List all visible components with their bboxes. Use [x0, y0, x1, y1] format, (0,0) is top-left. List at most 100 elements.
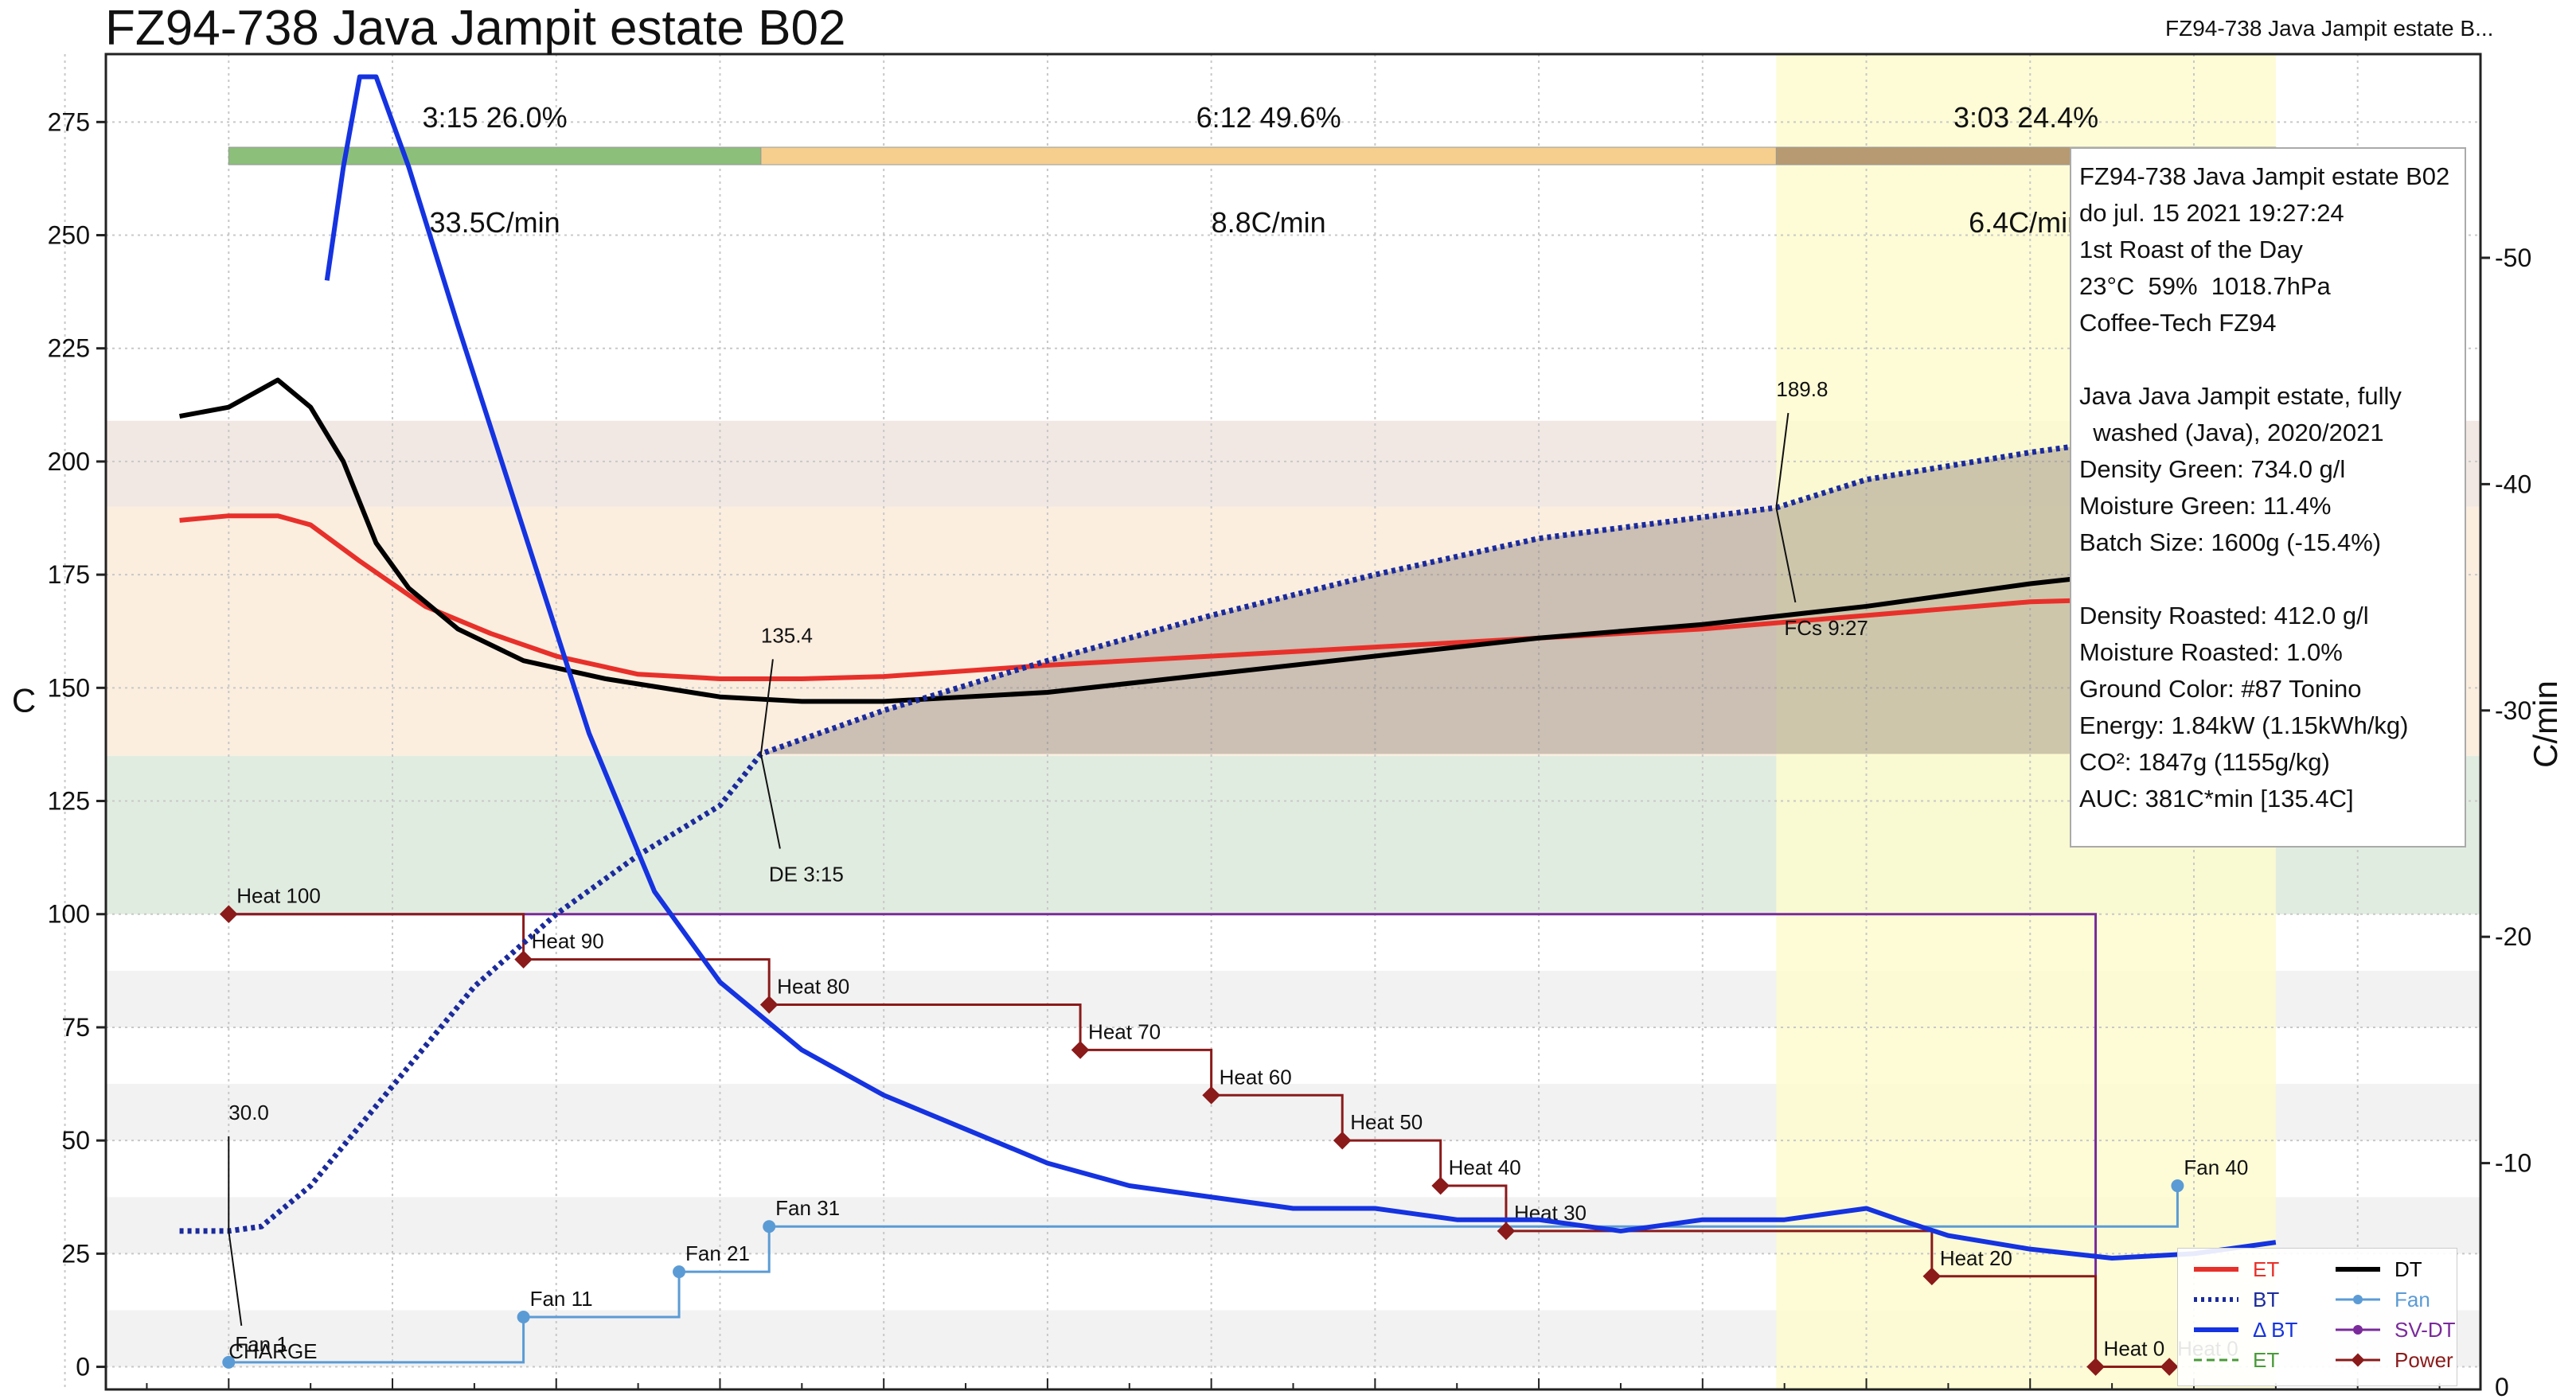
legend-swatch-power: [2336, 1353, 2380, 1367]
power-marker: [2160, 1358, 2179, 1376]
y-tick-label: 25: [61, 1239, 90, 1268]
y2-tick-label: 0: [2495, 1373, 2509, 1399]
info-line: CO²: 1847g (1155g/kg): [2079, 748, 2330, 776]
power-marker: [759, 996, 779, 1014]
info-line: Ground Color: #87 Tonino: [2079, 675, 2362, 703]
info-line: Batch Size: 1600g (-15.4%): [2079, 528, 2382, 556]
info-line: washed (Java), 2020/2021: [2079, 419, 2384, 446]
fan-label: Fan 40: [2184, 1155, 2248, 1179]
y-tick-label: 250: [48, 221, 90, 250]
phase-ror-1: 8.8C/min: [1212, 206, 1326, 239]
fan-marker: [763, 1220, 776, 1233]
y-tick-label: 0: [76, 1353, 90, 1381]
power-marker: [219, 905, 238, 924]
annotation-value: 135.4: [761, 623, 813, 647]
legend-entry-dt: DT: [2334, 1255, 2422, 1284]
power-label: Heat 90: [532, 929, 604, 953]
power-label: Heat 0: [2104, 1337, 2165, 1361]
legend-swatch-delta-bt: [2194, 1327, 2238, 1332]
info-line: Moisture Green: 11.4%: [2079, 492, 2332, 520]
power-marker: [1431, 1176, 1450, 1195]
chart-subtitle: FZ94-738 Java Jampit estate B...: [2165, 16, 2494, 41]
legend-entry-svdt: SV-DT: [2334, 1315, 2456, 1344]
legend-entry-et: ET: [2192, 1255, 2279, 1284]
y2-tick-label: -30: [2495, 696, 2531, 725]
power-label: Heat 100: [236, 884, 321, 908]
legend-label-fan: Fan: [2395, 1287, 2430, 1311]
power-label: Heat 40: [1449, 1155, 1521, 1179]
power-marker: [1497, 1222, 1516, 1241]
chart-title: FZ94-738 Java Jampit estate B02: [105, 1, 846, 56]
phase-label-2: 3:03 24.4%: [1953, 101, 2098, 134]
info-line: 23°C 59% 1018.7hPa: [2079, 272, 2331, 300]
y-tick-label: 100: [48, 900, 90, 929]
fan-label: Fan 21: [685, 1241, 750, 1265]
chart-legend: ET BT Δ BT ET DT Fan SV-DT Power: [2177, 1248, 2457, 1386]
fan-marker: [673, 1265, 686, 1279]
info-line: Density Roasted: 412.0 g/l: [2079, 602, 2369, 629]
legend-entry-et2: ET: [2192, 1346, 2279, 1374]
power-label: Heat 20: [1940, 1246, 2012, 1270]
svdt-line: [228, 913, 2098, 1367]
legend-label-et: ET: [2253, 1257, 2280, 1281]
power-label: Heat 70: [1088, 1019, 1161, 1043]
legend-label-delta-bt: Δ BT: [2253, 1317, 2298, 1342]
info-line: do jul. 15 2021 19:27:24: [2079, 199, 2344, 227]
phase-bar-1: [760, 146, 1777, 166]
legend-swatch-bt: [2194, 1297, 2238, 1302]
legend-swatch-fan: [2336, 1295, 2380, 1304]
legend-swatch-dt: [2336, 1267, 2380, 1272]
y-tick-label: 150: [48, 673, 90, 702]
info-line: Moisture Roasted: 1.0%: [2079, 638, 2343, 666]
y-tick-label: 125: [48, 787, 90, 816]
annotation-value: 30.0: [228, 1101, 269, 1124]
power-marker: [1922, 1267, 1942, 1286]
power-marker: [514, 950, 533, 968]
legend-label-dt: DT: [2395, 1257, 2422, 1281]
info-line: [2079, 561, 2465, 598]
legend-label-power: Power: [2395, 1347, 2453, 1372]
legend-entry-delta-bt: Δ BT: [2192, 1315, 2297, 1344]
fan-label: Fan 11: [530, 1287, 593, 1311]
info-line: Density Green: 734.0 g/l: [2079, 455, 2346, 483]
legend-entry-bt: BT: [2192, 1285, 2279, 1314]
y-tick-label: 50: [61, 1126, 90, 1155]
legend-swatch-et2: [2194, 1358, 2238, 1362]
y2-axis-label: C/min: [2527, 680, 2564, 768]
power-marker: [2086, 1358, 2105, 1376]
fan-marker: [2171, 1179, 2184, 1193]
power-label: Heat 50: [1350, 1110, 1423, 1134]
info-line: [2079, 341, 2465, 378]
info-line: Energy: 1.84kW (1.15kWh/kg): [2079, 711, 2409, 739]
fan-marker: [517, 1310, 530, 1323]
power-marker: [1202, 1085, 1220, 1105]
y-tick-label: 275: [48, 107, 90, 136]
annotation-leader-bottom: [228, 1230, 243, 1327]
phase-ror-0: 33.5C/min: [430, 206, 560, 239]
legend-entry-fan: Fan: [2334, 1285, 2430, 1314]
power-label: Heat 60: [1220, 1065, 1292, 1089]
dt-line: [179, 377, 2343, 704]
legend-label-et2: ET: [2253, 1347, 2280, 1372]
y2-tick-label: -10: [2495, 1149, 2531, 1178]
delta-bt-line: [324, 74, 2277, 1261]
annotation-leader-bottom: [1775, 507, 1797, 603]
annotation-label: DE 3:15: [769, 862, 844, 886]
info-line: FZ94-738 Java Jampit estate B02: [2079, 162, 2450, 190]
legend-swatch-svdt: [2336, 1325, 2380, 1335]
roast-info-box: FZ94-738 Java Jampit estate B02 do jul. …: [2070, 147, 2466, 848]
info-line: Coffee-Tech FZ94: [2079, 309, 2277, 337]
annotation-leader-top: [759, 659, 774, 754]
power-label: Heat 80: [777, 975, 849, 999]
y2-tick-label: -40: [2495, 470, 2531, 498]
phase-label-1: 6:12 49.6%: [1196, 101, 1341, 134]
phase-bar-0: [228, 146, 762, 166]
legend-swatch-et: [2194, 1267, 2238, 1272]
annotation-label: FCs 9:27: [1784, 616, 1868, 640]
annotation-leader-top: [1775, 412, 1790, 509]
y-tick-label: 75: [61, 1013, 90, 1042]
annotation-label: CHARGE: [228, 1339, 317, 1363]
y2-tick-label: -20: [2495, 922, 2531, 951]
power-marker: [1071, 1041, 1090, 1059]
phase-label-0: 3:15 26.0%: [423, 101, 568, 134]
